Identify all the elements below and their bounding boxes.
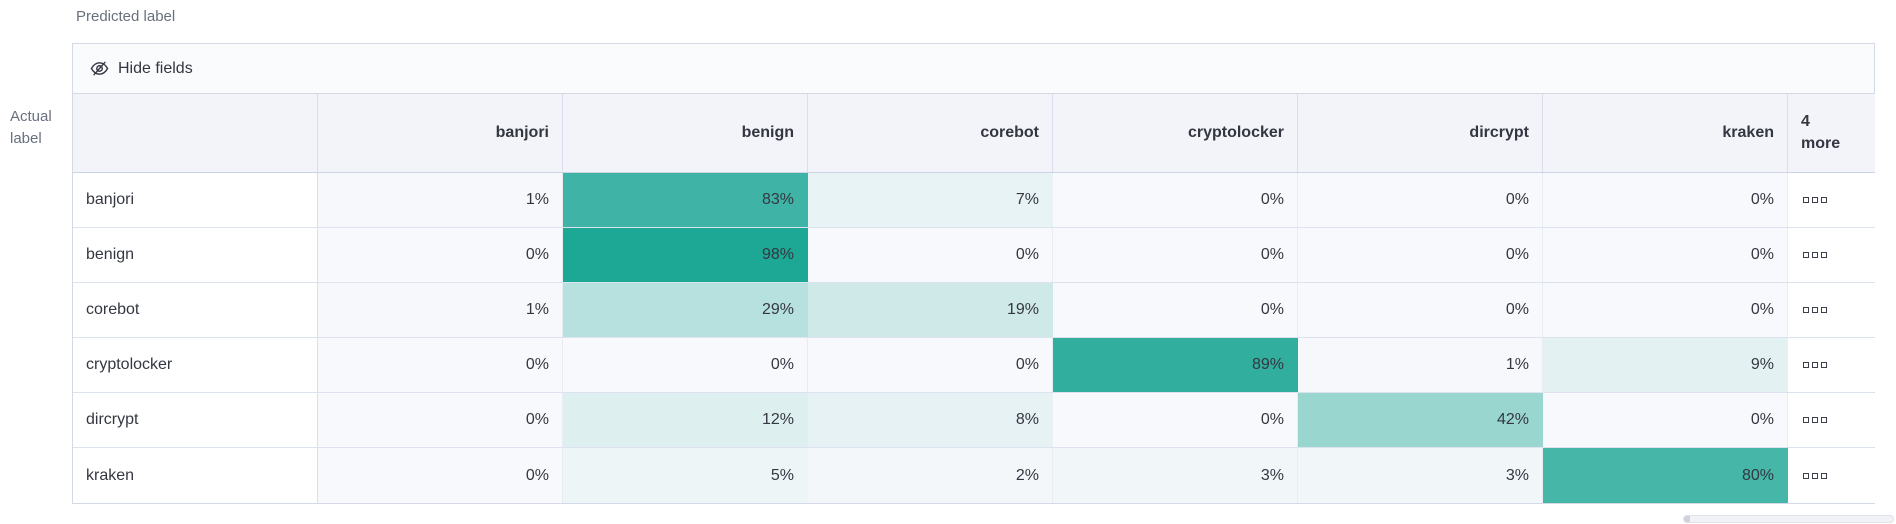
grid-toolbar: Hide fields — [73, 44, 1874, 94]
scrollbar-thumb-cap — [1684, 516, 1690, 522]
row-label[interactable]: kraken — [73, 448, 318, 503]
matrix-cell[interactable]: 0% — [1053, 228, 1298, 282]
matrix-cell[interactable]: 0% — [1298, 173, 1543, 227]
row-actions-button[interactable] — [1788, 338, 1875, 392]
more-columns-label: 4 more — [1801, 113, 1841, 152]
matrix-cell[interactable]: 0% — [808, 338, 1053, 392]
matrix-cell[interactable]: 8% — [808, 393, 1053, 447]
matrix-cell[interactable]: 0% — [1298, 283, 1543, 337]
matrix-cell[interactable]: 3% — [1298, 448, 1543, 503]
boxes-horizontal-icon — [1803, 197, 1827, 203]
predicted-label: Predicted label — [76, 8, 176, 25]
row-label[interactable]: dircrypt — [73, 393, 318, 447]
matrix-cell[interactable]: 0% — [1053, 173, 1298, 227]
boxes-horizontal-icon — [1803, 307, 1827, 313]
actual-label: Actual label — [10, 106, 52, 150]
matrix-cell[interactable]: 0% — [1053, 283, 1298, 337]
boxes-horizontal-icon — [1803, 252, 1827, 258]
matrix-cell[interactable]: 98% — [563, 228, 808, 282]
matrix-cell[interactable]: 0% — [1543, 173, 1788, 227]
confusion-matrix-panel: Hide fields banjori benign corebot cryptolo… — [72, 43, 1875, 504]
column-header-banjori[interactable]: banjori — [318, 94, 563, 172]
boxes-horizontal-icon — [1803, 362, 1827, 368]
matrix-cell[interactable]: 0% — [808, 228, 1053, 282]
matrix-cell[interactable]: 12% — [563, 393, 808, 447]
matrix-cell[interactable]: 80% — [1543, 448, 1788, 503]
matrix-cell[interactable]: 89% — [1053, 338, 1298, 392]
matrix-cell[interactable]: 3% — [1053, 448, 1298, 503]
matrix-cell[interactable]: 29% — [563, 283, 808, 337]
boxes-horizontal-icon — [1803, 472, 1827, 479]
table-row-corebot: corebot 1% 29% 19% 0% 0% 0% — [73, 283, 1875, 338]
matrix-cell[interactable]: 7% — [808, 173, 1053, 227]
matrix-cell[interactable]: 19% — [808, 283, 1053, 337]
table-row-kraken: kraken 0% 5% 2% 3% 3% 80% — [73, 448, 1875, 503]
row-actions-button[interactable] — [1788, 393, 1875, 447]
data-rows: banjori 1% 83% 7% 0% 0% 0% benign 0% 98% 0% 0% 0% 0% c… — [73, 173, 1875, 503]
horizontal-scrollbar[interactable] — [1683, 515, 1894, 523]
matrix-cell[interactable]: 1% — [318, 173, 563, 227]
table-row-benign: benign 0% 98% 0% 0% 0% 0% — [73, 228, 1875, 283]
matrix-cell[interactable]: 0% — [1543, 283, 1788, 337]
matrix-cell[interactable]: 0% — [318, 228, 563, 282]
matrix-cell[interactable]: 0% — [563, 338, 808, 392]
matrix-cell[interactable]: 0% — [318, 448, 563, 503]
matrix-cell[interactable]: 0% — [1543, 228, 1788, 282]
matrix-cell[interactable]: 0% — [1543, 393, 1788, 447]
column-header-corebot[interactable]: corebot — [808, 94, 1053, 172]
row-label[interactable]: banjori — [73, 173, 318, 227]
matrix-cell[interactable]: 0% — [1298, 228, 1543, 282]
matrix-cell[interactable]: 0% — [318, 338, 563, 392]
row-actions-button[interactable] — [1788, 448, 1875, 503]
matrix-cell[interactable]: 1% — [318, 283, 563, 337]
corner-header-cell — [73, 94, 318, 172]
boxes-horizontal-icon — [1803, 417, 1827, 423]
matrix-cell[interactable]: 5% — [563, 448, 808, 503]
matrix-cell[interactable]: 83% — [563, 173, 808, 227]
confusion-matrix-grid: banjori benign corebot cryptolocker dircrypt… — [73, 94, 1875, 503]
table-row-dircrypt: dircrypt 0% 12% 8% 0% 42% 0% — [73, 393, 1875, 448]
actual-label-line1: Actual — [10, 108, 52, 125]
eye-closed-icon — [90, 59, 109, 78]
row-actions-button[interactable] — [1788, 283, 1875, 337]
row-label[interactable]: benign — [73, 228, 318, 282]
column-header-row: banjori benign corebot cryptolocker dircrypt… — [73, 94, 1875, 173]
row-label[interactable]: cryptolocker — [73, 338, 318, 392]
matrix-cell[interactable]: 1% — [1298, 338, 1543, 392]
column-header-cryptolocker[interactable]: cryptolocker — [1053, 94, 1298, 172]
matrix-cell[interactable]: 0% — [318, 393, 563, 447]
actual-label-line2: label — [10, 130, 42, 147]
table-row-cryptolocker: cryptolocker 0% 0% 0% 89% 1% 9% — [73, 338, 1875, 393]
column-header-dircrypt[interactable]: dircrypt — [1298, 94, 1543, 172]
matrix-cell[interactable]: 9% — [1543, 338, 1788, 392]
row-actions-button[interactable] — [1788, 173, 1875, 227]
hide-fields-label: Hide fields — [118, 59, 193, 77]
hide-fields-button[interactable]: Hide fields — [90, 59, 193, 78]
matrix-cell[interactable]: 2% — [808, 448, 1053, 503]
column-header-kraken[interactable]: kraken — [1543, 94, 1788, 172]
matrix-cell[interactable]: 0% — [1053, 393, 1298, 447]
table-row-banjori: banjori 1% 83% 7% 0% 0% 0% — [73, 173, 1875, 228]
column-header-benign[interactable]: benign — [563, 94, 808, 172]
row-actions-button[interactable] — [1788, 228, 1875, 282]
matrix-cell[interactable]: 42% — [1298, 393, 1543, 447]
column-header-more[interactable]: 4 more — [1788, 94, 1875, 172]
row-label[interactable]: corebot — [73, 283, 318, 337]
